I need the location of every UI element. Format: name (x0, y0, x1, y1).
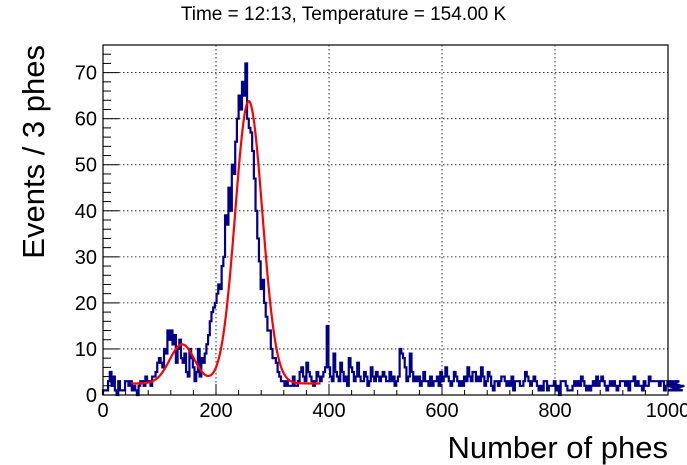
x-axis-label: Number of phes (447, 430, 668, 465)
x-tick-label: 600 (425, 400, 458, 422)
y-axis-label: Events / 3 phes (16, 45, 51, 259)
plot-frame (102, 44, 669, 396)
x-tick-label: 200 (199, 400, 232, 422)
y-tick-label: 10 (75, 339, 97, 361)
y-tick-label: 50 (75, 155, 97, 177)
y-tick-label: 0 (86, 385, 97, 407)
y-tick-label: 20 (75, 293, 97, 315)
x-tick-label: 1000 (646, 400, 687, 422)
y-tick-label: 30 (75, 247, 97, 269)
fit-curve (131, 99, 321, 385)
chart-title: Time = 12:13, Temperature = 154.00 K (180, 4, 507, 25)
x-tick-label: 400 (312, 400, 345, 422)
y-tick-label: 60 (75, 109, 97, 131)
y-tick-label: 70 (75, 63, 97, 85)
y-tick-label: 40 (75, 201, 97, 223)
x-tick-label: 0 (97, 400, 108, 422)
x-tick-label: 800 (538, 400, 571, 422)
histogram-series (101, 62, 685, 397)
